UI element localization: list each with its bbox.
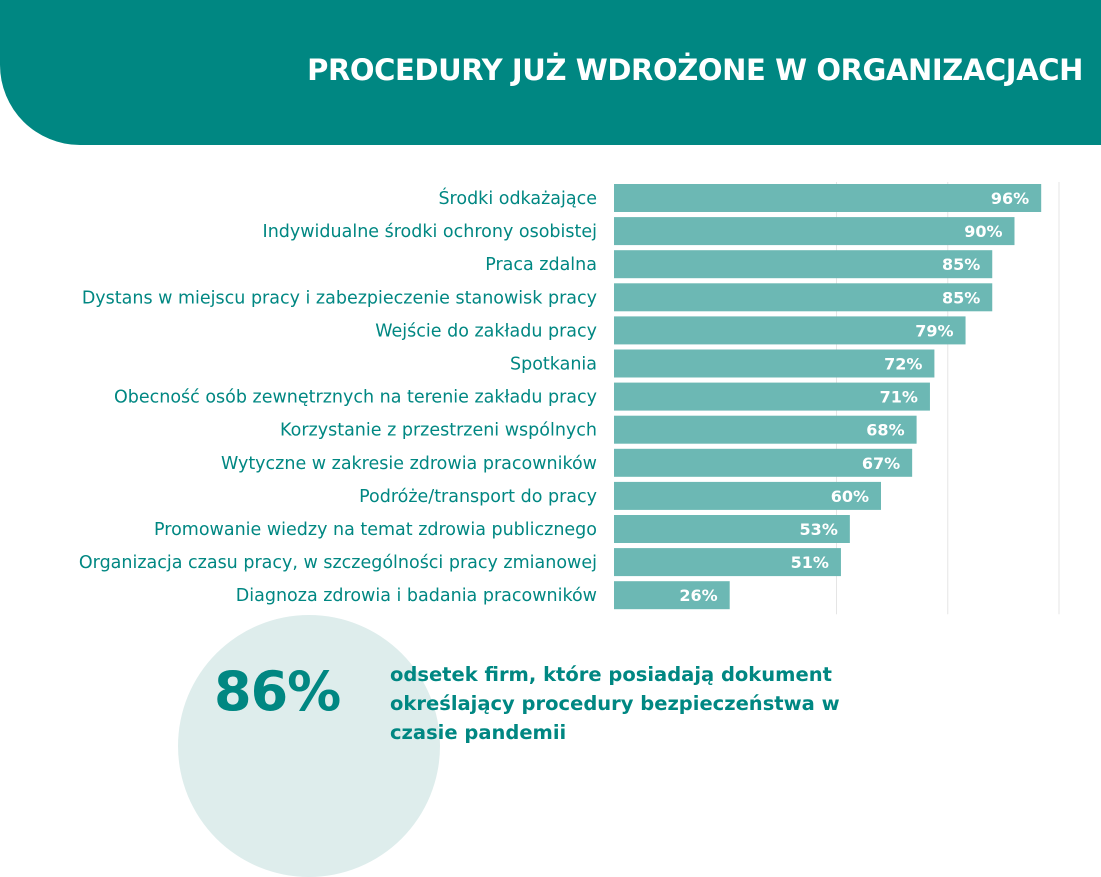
bar-value-label-11: 51% xyxy=(791,553,829,572)
bar-value-label-3: 85% xyxy=(942,288,980,307)
category-label-5: Spotkania xyxy=(510,355,597,375)
bar-7 xyxy=(614,415,917,444)
category-label-2: Praca zdalna xyxy=(485,255,597,275)
bar-12 xyxy=(614,581,730,610)
bar-value-label-5: 72% xyxy=(884,355,922,374)
bar-value-label-8: 67% xyxy=(862,454,900,473)
bar-6 xyxy=(614,382,930,411)
category-label-4: Wejście do zakładu pracy xyxy=(375,321,597,341)
summary-line-2: określający procedury bezpieczeństwa w xyxy=(390,692,840,715)
bar-chart: 96% Środki odkażające 90% Indywidualne środ… xyxy=(79,182,1060,615)
summary-line-1: odsetek firm, które posiadają dokument xyxy=(390,663,832,686)
bar-value-label-4: 79% xyxy=(915,321,953,340)
summary-line-3: czasie pandemii xyxy=(390,721,567,744)
bar-4 xyxy=(614,316,966,345)
bar-10 xyxy=(614,515,850,543)
category-label-3: Dystans w miejscu pracy i zabezpieczenie… xyxy=(82,288,597,308)
bar-3 xyxy=(614,283,993,312)
bar-value-label-9: 60% xyxy=(831,487,869,506)
category-label-8: Wytyczne w zakresie zdrowia pracowników xyxy=(221,454,597,474)
category-label-0: Środki odkażające xyxy=(438,187,597,209)
category-label-11: Organizacja czasu pracy, w szczególności… xyxy=(79,553,597,573)
summary-description: odsetek firm, które posiadają dokument o… xyxy=(390,660,910,747)
bar-8 xyxy=(614,448,913,477)
bar-9 xyxy=(614,481,881,510)
category-label-9: Podróże/transport do pracy xyxy=(359,487,597,507)
category-label-6: Obecność osób zewnętrznych na terenie za… xyxy=(114,388,597,408)
bar-2 xyxy=(614,250,993,279)
bar-value-label-6: 71% xyxy=(880,388,918,407)
bar-value-label-1: 90% xyxy=(964,222,1002,241)
bar-value-label-7: 68% xyxy=(866,421,904,440)
bar-value-label-0: 96% xyxy=(991,189,1029,208)
header-banner: PROCEDURY JUŻ WDROŻONE W ORGANIZACJACH xyxy=(0,0,1101,145)
bar-1 xyxy=(614,217,1015,246)
bar-value-label-12: 26% xyxy=(679,586,717,605)
bar-value-label-10: 53% xyxy=(800,520,838,539)
page-title: PROCEDURY JUŻ WDROŻONE W ORGANIZACJACH xyxy=(307,53,1083,87)
category-label-7: Korzystanie z przestrzeni wspólnych xyxy=(280,421,597,441)
category-label-10: Promowanie wiedzy na temat zdrowia publi… xyxy=(154,520,597,540)
bar-11 xyxy=(614,548,841,577)
summary-big-value: 86% xyxy=(214,660,341,723)
category-label-1: Indywidualne środki ochrony osobistej xyxy=(263,222,597,242)
bar-0 xyxy=(614,184,1042,212)
category-label-12: Diagnoza zdrowia i badania pracowników xyxy=(236,586,597,606)
bar-value-label-2: 85% xyxy=(942,255,980,274)
bar-5 xyxy=(614,349,935,378)
